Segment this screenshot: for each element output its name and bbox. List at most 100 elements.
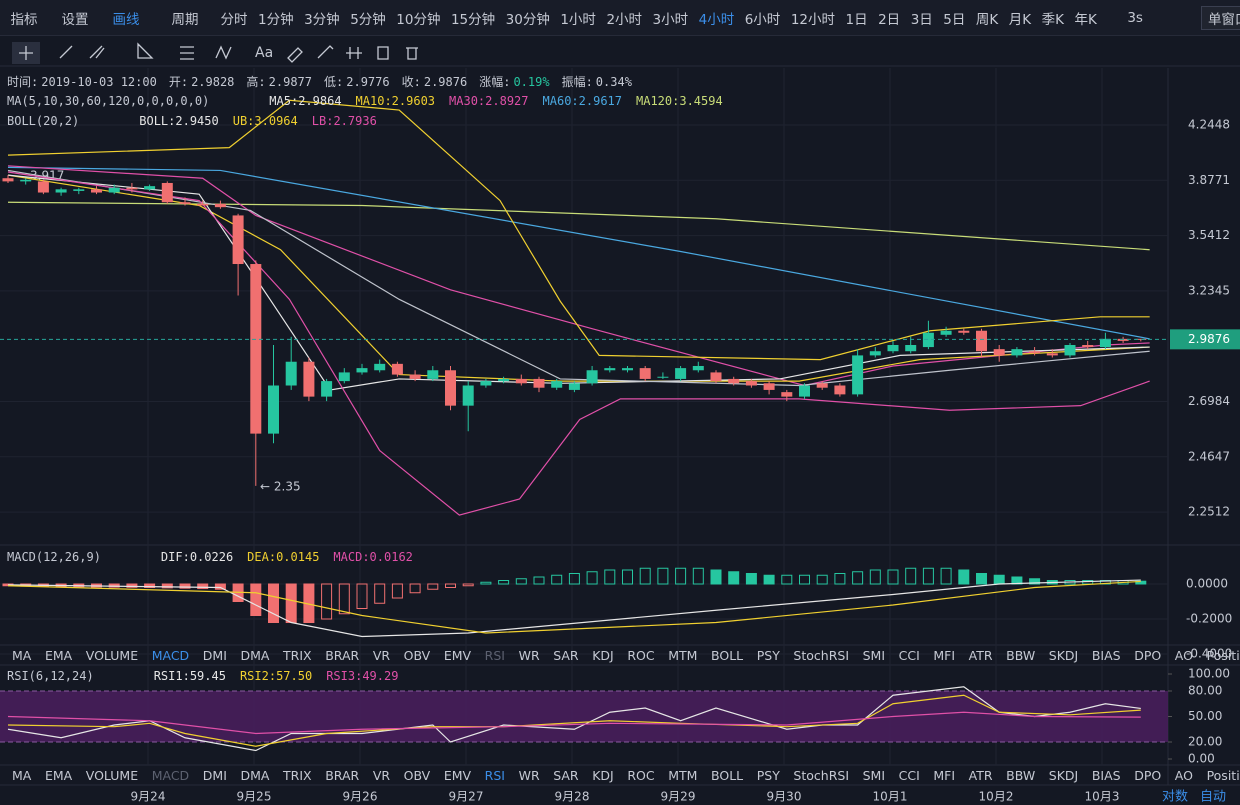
rsi-tick: 50.00 bbox=[1188, 709, 1222, 723]
period-button[interactable]: 15分钟 bbox=[450, 11, 496, 28]
indicator-tab[interactable]: CCI bbox=[898, 767, 920, 783]
indicator-tab[interactable]: WR bbox=[518, 647, 540, 663]
indicator-tab[interactable]: DPO bbox=[1134, 767, 1162, 783]
period-button[interactable]: 3小时 bbox=[652, 11, 689, 28]
indicator-tab[interactable]: ATR bbox=[968, 767, 993, 783]
period-button[interactable]: 10分钟 bbox=[396, 11, 441, 28]
indicator-tab[interactable]: AO bbox=[1174, 647, 1193, 663]
indicator-tab[interactable]: SMI bbox=[862, 767, 886, 783]
indicator-tab[interactable]: VR bbox=[372, 647, 391, 663]
period-button[interactable]: 年K bbox=[1074, 11, 1097, 28]
indicator-tab[interactable]: VOLUME bbox=[85, 647, 139, 663]
period-button[interactable]: 12小时 bbox=[790, 11, 835, 28]
period-button[interactable]: 周K bbox=[975, 11, 999, 28]
indicator-tab[interactable]: KDJ bbox=[592, 647, 614, 663]
toolbar-button[interactable]: 指标 bbox=[10, 11, 38, 28]
indicator-tab[interactable]: BIAS bbox=[1091, 767, 1121, 783]
period-button[interactable]: 3日 bbox=[910, 11, 933, 28]
indicator-tab[interactable]: BBW bbox=[1006, 767, 1036, 783]
indicator-tab[interactable]: CCI bbox=[898, 647, 920, 663]
indicator-tab[interactable]: MFI bbox=[933, 767, 956, 783]
period-button[interactable]: 分时 bbox=[220, 11, 248, 28]
toolbar-button[interactable]: 画线 bbox=[112, 11, 140, 28]
indicator-tab[interactable]: MACD bbox=[151, 647, 190, 663]
indicator-tab[interactable]: MTM bbox=[668, 767, 698, 783]
period-label[interactable]: 周期 bbox=[171, 11, 199, 28]
indicator-tab[interactable]: BRAR bbox=[325, 647, 360, 663]
scale-button[interactable]: 对数 bbox=[1162, 790, 1188, 805]
indicator-tab[interactable]: SAR bbox=[553, 767, 579, 783]
indicator-tab[interactable]: SAR bbox=[553, 647, 579, 663]
indicator-tab[interactable]: OBV bbox=[403, 647, 431, 663]
candle-body bbox=[905, 345, 917, 352]
refresh[interactable]: 3s bbox=[1127, 9, 1143, 26]
indicator-tab[interactable]: OBV bbox=[403, 767, 431, 783]
candle-body bbox=[409, 374, 421, 379]
text-tool[interactable]: Aa bbox=[255, 45, 273, 61]
indicator-tab[interactable]: DMI bbox=[202, 647, 227, 663]
indicator-tab[interactable]: AO bbox=[1174, 767, 1193, 783]
period-button[interactable]: 5分钟 bbox=[350, 11, 386, 28]
indicator-tab[interactable]: Position bbox=[1206, 647, 1240, 663]
indicator-tab[interactable]: EMA bbox=[44, 767, 73, 783]
indicator-tab[interactable]: TRIX bbox=[283, 767, 312, 783]
indicator-tab[interactable]: MA bbox=[12, 647, 32, 663]
indicator-tab[interactable]: VOLUME bbox=[85, 767, 139, 783]
period-button[interactable]: 30分钟 bbox=[505, 11, 550, 28]
indicator-tab[interactable]: StochRSI bbox=[793, 767, 850, 783]
indicator-line bbox=[7, 580, 1141, 634]
period-button[interactable]: 3分钟 bbox=[304, 11, 340, 28]
indicator-tab[interactable]: SKDJ bbox=[1048, 647, 1079, 663]
scale-button[interactable]: 自动 bbox=[1200, 790, 1226, 805]
period-button[interactable]: 5日 bbox=[943, 11, 966, 28]
period-button[interactable]: 2日 bbox=[878, 11, 901, 28]
indicator-tab[interactable]: BOLL bbox=[711, 647, 744, 663]
indicator-tab[interactable]: RSI bbox=[484, 767, 505, 783]
indicator-tab[interactable]: DMI bbox=[202, 767, 227, 783]
indicator-tab[interactable]: RSI bbox=[484, 647, 505, 663]
indicator-tab[interactable]: MFI bbox=[933, 647, 956, 663]
indicator-tab[interactable]: SMI bbox=[862, 647, 886, 663]
period-button[interactable]: 4小时 bbox=[698, 11, 735, 28]
indicator-tab[interactable]: EMV bbox=[443, 647, 472, 663]
period-button[interactable]: 季K bbox=[1041, 11, 1064, 28]
indicator-tab[interactable]: MA bbox=[12, 767, 32, 783]
indicator-tab[interactable]: PSY bbox=[756, 647, 780, 663]
indicator-tab[interactable]: BRAR bbox=[325, 767, 360, 783]
indicator-tab[interactable]: ROC bbox=[627, 767, 655, 783]
indicator-tab[interactable]: DPO bbox=[1134, 647, 1162, 663]
indicator-tab[interactable]: KDJ bbox=[592, 767, 614, 783]
period-button[interactable]: 1小时 bbox=[560, 11, 596, 28]
indicator-tab[interactable]: StochRSI bbox=[793, 647, 850, 663]
indicator-tab[interactable]: ROC bbox=[627, 647, 655, 663]
indicator-tab[interactable]: TRIX bbox=[283, 647, 312, 663]
indicator-tab[interactable]: MACD bbox=[151, 767, 190, 783]
indicator-tab[interactable]: BOLL bbox=[711, 767, 744, 783]
price-tick: 4.2448 bbox=[1188, 117, 1230, 131]
period-button[interactable]: 2小时 bbox=[606, 11, 643, 28]
indicator-tab[interactable]: EMA bbox=[44, 647, 73, 663]
indicator-tab[interactable]: EMV bbox=[443, 767, 472, 783]
indicator-tab[interactable]: MTM bbox=[668, 647, 698, 663]
indicator-tab[interactable]: SKDJ bbox=[1048, 767, 1079, 783]
candle-body bbox=[161, 182, 173, 203]
indicator-tab[interactable]: DMA bbox=[240, 647, 270, 663]
indicator-tab[interactable]: BBW bbox=[1006, 647, 1036, 663]
period-button[interactable]: 1日 bbox=[845, 11, 868, 28]
indicator-tab[interactable]: BIAS bbox=[1091, 647, 1121, 663]
window-select[interactable]: 单窗口 bbox=[1200, 5, 1240, 30]
period-button[interactable]: 1分钟 bbox=[258, 11, 294, 28]
macd-bar bbox=[250, 583, 262, 616]
indicator-tab[interactable]: VR bbox=[372, 767, 391, 783]
indicator-tab[interactable]: WR bbox=[518, 767, 540, 783]
indicator-tab[interactable]: Position bbox=[1206, 767, 1240, 783]
period-button[interactable]: 月K bbox=[1008, 11, 1032, 28]
legend-item: MA60:2.9617 bbox=[542, 94, 622, 108]
indicator-tab[interactable]: ATR bbox=[968, 647, 993, 663]
candle-body bbox=[55, 189, 67, 193]
period-button[interactable]: 6小时 bbox=[744, 11, 781, 28]
indicator-tab[interactable]: PSY bbox=[756, 767, 780, 783]
toolbar-button[interactable]: 设置 bbox=[61, 11, 89, 28]
indicator-tab[interactable]: DMA bbox=[240, 767, 270, 783]
candle-body bbox=[622, 368, 633, 371]
